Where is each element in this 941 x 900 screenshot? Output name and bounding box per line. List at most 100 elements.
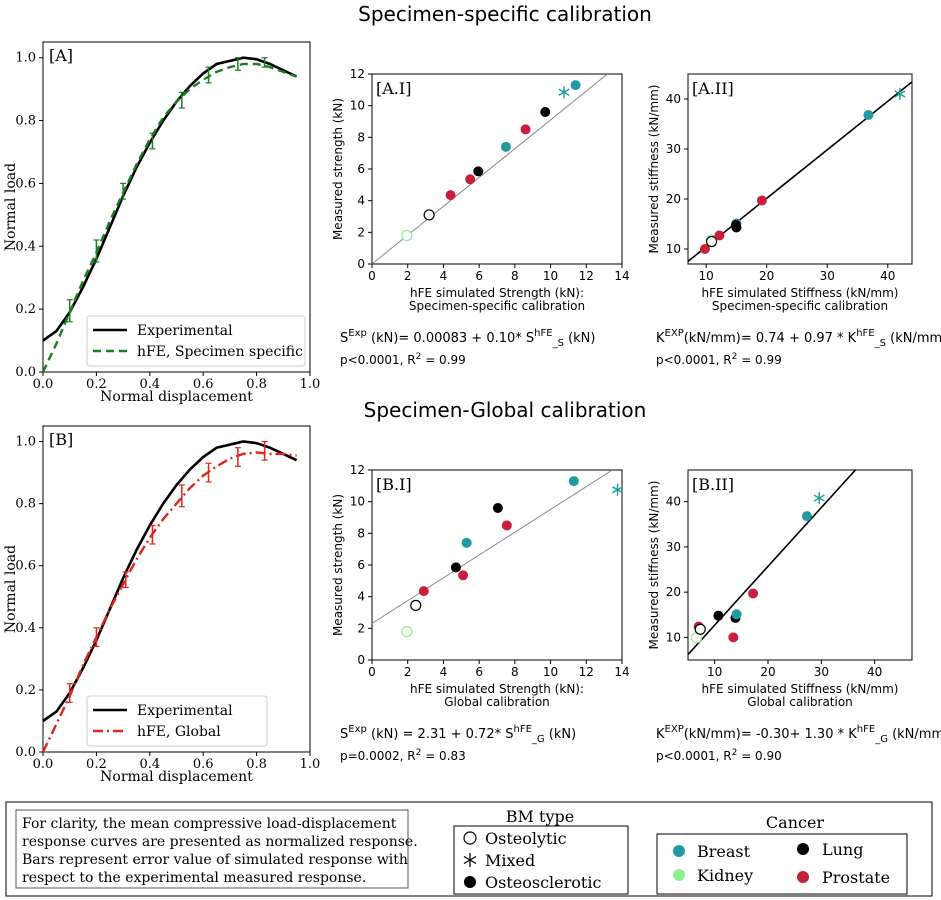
x-axis-label: hFE simulated Stiffness (kN/mm) — [702, 286, 899, 300]
bm-legend-osteosclerotic: Osteosclerotic — [485, 873, 601, 892]
x-tick-label: 20 — [760, 665, 775, 679]
data-point-osteosclerotic — [520, 124, 531, 135]
equation-part-2: (kN) = 2.31 + 0.72* S — [367, 727, 514, 742]
data-point-osteosclerotic — [418, 586, 429, 597]
y-tick-label: 4 — [357, 590, 365, 604]
data-point-osteolytic — [423, 209, 435, 221]
note-box — [15, 809, 409, 889]
bm-legend-osteolytic: Osteolytic — [485, 829, 567, 848]
x-tick-label: 12 — [579, 269, 594, 283]
equation-part-2: (kN)= 0.00083 + 0.10* S — [367, 331, 534, 346]
equation-part-0: K — [656, 331, 665, 346]
regression-equation: SExp (kN)= 0.00083 + 0.10* ShFE_S (kN) — [340, 328, 595, 349]
stats-exp: 2 — [416, 748, 422, 758]
equation-part-2: (kN/mm)= 0.74 + 0.97 * K — [684, 331, 857, 346]
x-axis-label: Normal displacement — [100, 389, 253, 405]
x-axis-label: hFE simulated Strength (kN): — [410, 682, 584, 696]
data-point-osteosclerotic — [570, 80, 581, 91]
data-point-osteosclerotic — [714, 230, 725, 241]
equation-part-3: hFE — [856, 328, 874, 339]
cancer-legend-breast: Breast — [697, 842, 751, 861]
x-axis-label-2: Specimen-specific calibration — [712, 299, 888, 313]
y-tick-label: 20 — [666, 192, 681, 206]
data-point-osteosclerotic — [730, 220, 741, 230]
y-tick-label: 0.4 — [15, 621, 36, 636]
section-title-bottom: Specimen-Global calibration — [364, 398, 647, 422]
regression-equation: SExp (kN) = 2.31 + 0.72* ShFE_G (kN) — [340, 724, 576, 745]
regression-equation: KEXP(kN/mm)= 0.74 + 0.97 * KhFE_S (kN/mm… — [656, 328, 941, 349]
x-axis-label: hFE simulated Strength (kN): — [410, 286, 584, 300]
stats-p: p<0.0001, R — [656, 353, 732, 367]
legend-label-0: Experimental — [137, 323, 233, 339]
equation-part-1: EXP — [665, 328, 684, 339]
x-axis-label-2: Global calibration — [747, 695, 853, 709]
x-tick-label: 0 — [368, 269, 376, 283]
y-axis-label: Measured stiffness (kN/mm) — [647, 84, 661, 253]
mixed-marker-icon — [463, 853, 477, 867]
note-line-3: Bars represent error value of simulated … — [22, 852, 408, 868]
panel-label: [A.II] — [692, 79, 734, 98]
data-point-osteolytic — [694, 623, 706, 635]
x-tick-label: 2 — [404, 269, 412, 283]
equation-part-0: S — [340, 331, 348, 346]
y-tick-label: 10 — [666, 630, 681, 644]
osteolytic-marker-icon — [463, 831, 477, 845]
equation-part-3: hFE — [513, 724, 531, 735]
x-tick-label: 0.8 — [246, 377, 267, 392]
chart-panel-a-ii: 10 20 30 40 10 20 30 40 [A.II] hFE simulated Stif… — [647, 73, 941, 367]
regression-line — [688, 81, 912, 262]
x-tick-label: 0.0 — [33, 377, 54, 392]
equation-part-5: (kN/mm) — [888, 727, 941, 742]
data-point-mixed — [611, 486, 624, 494]
data-point-osteolytic — [401, 229, 413, 242]
plot-frame — [42, 425, 311, 753]
cancer-legend-lung: Lung — [822, 840, 863, 859]
y-axis-label: Measured strength (kN) — [331, 98, 345, 240]
y-tick-label: 30 — [666, 142, 681, 156]
y-tick-label: 1.0 — [15, 435, 36, 450]
chart-panel-a: 0.0 0.2 0.4 0.6 0.8 1.0 0.0 0.2 0.4 0.6 0.8 1.0 [A] N… — [3, 41, 320, 405]
data-point-osteosclerotic — [492, 503, 503, 513]
equation-part-2: (kN/mm)= -0.30+ 1.30 * K — [684, 727, 857, 742]
y-tick-label: 8 — [357, 130, 365, 144]
regression-line — [372, 470, 614, 624]
data-point-osteosclerotic — [731, 609, 742, 620]
x-tick-label: 20 — [759, 269, 774, 283]
equation-part-1: Exp — [348, 724, 367, 735]
equation-part-5: (kN/mm) — [886, 331, 941, 346]
equation-part-0: S — [340, 727, 348, 742]
note-line-4: respect to the experimental measured res… — [22, 870, 366, 886]
x-tick-label: 10 — [699, 269, 714, 283]
y-tick-label: 0.6 — [15, 559, 36, 574]
y-tick-label: 12 — [350, 463, 365, 477]
bm-legend-title: BM type — [506, 807, 574, 826]
stats-r: = 0.90 — [737, 749, 781, 763]
x-tick-label: 0.0 — [33, 757, 54, 772]
equation-part-4: _G — [874, 734, 888, 745]
y-tick-label: 4 — [357, 194, 365, 208]
y-tick-label: 40 — [666, 92, 681, 106]
data-point-osteosclerotic — [728, 632, 739, 643]
equation-part-5: (kN) — [545, 727, 577, 742]
x-tick-label: 40 — [867, 665, 882, 679]
equation-part-0: K — [656, 727, 665, 742]
y-axis-label: Measured strength (kN) — [331, 494, 345, 636]
data-point-osteosclerotic — [500, 141, 511, 152]
chart-panel-b: 0.0 0.2 0.4 0.6 0.8 1.0 0.0 0.2 0.4 0.6 0.8 1.0 [B] N… — [3, 425, 320, 785]
y-tick-label: 2 — [357, 621, 365, 635]
y-tick-label: 40 — [666, 495, 681, 509]
data-point-mixed — [813, 494, 825, 502]
equation-part-4: _S — [552, 338, 564, 349]
x-tick-label: 40 — [880, 269, 895, 283]
note-line-2: response curves are presented as normali… — [22, 834, 418, 850]
x-tick-label: 0.2 — [86, 377, 107, 392]
x-tick-label: 8 — [511, 665, 519, 679]
prostate-marker-icon — [797, 871, 809, 883]
x-tick-label: 0.8 — [246, 757, 267, 772]
equation-part-4: _S — [874, 338, 886, 349]
plot-frame — [42, 41, 311, 373]
equation-part-3: hFE — [857, 724, 875, 735]
stats-r: = 0.83 — [421, 749, 465, 763]
y-tick-label: 0.8 — [15, 114, 36, 129]
